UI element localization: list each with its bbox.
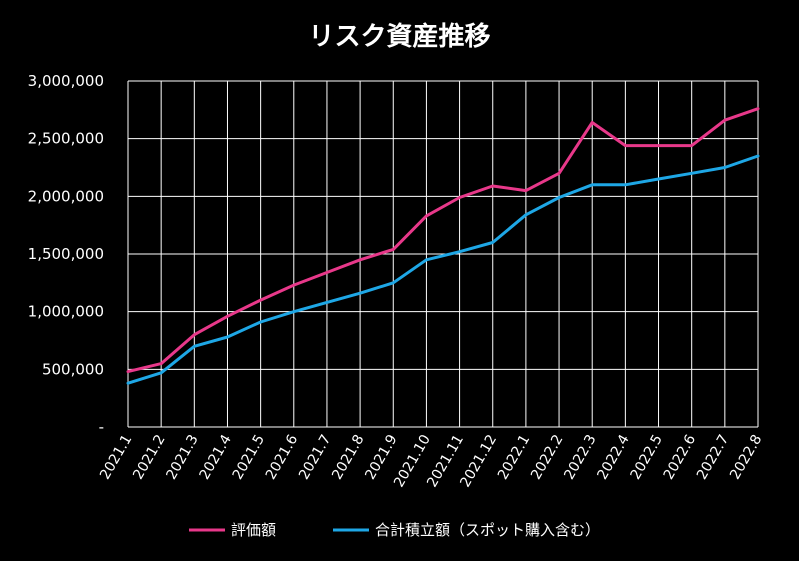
y-axis-ticks: - 500,000 1,000,000 1,500,000 2,000,000 2,500… (28, 72, 104, 436)
series-lines (126, 107, 760, 385)
y-tick-label: 2,000,000 (28, 187, 104, 205)
y-tick-label: 1,000,000 (28, 303, 104, 321)
y-tick-label: 3,000,000 (28, 72, 104, 90)
legend-label: 評価額 (231, 521, 276, 539)
x-tick-label: 2022.8 (727, 432, 765, 482)
series-line (126, 154, 760, 385)
series-line (126, 107, 760, 374)
legend: 評価額 合計積立額（スポット購入含む） (189, 521, 600, 539)
x-axis-ticks: 2021.12021.22021.32021.42021.52021.62021… (97, 432, 765, 490)
chart-title: リスク資産推移 (308, 22, 491, 52)
y-tick-label: 500,000 (42, 360, 104, 378)
y-tick-label: 2,500,000 (28, 130, 104, 148)
y-tick-label: - (99, 418, 104, 436)
y-tick-label: 1,500,000 (28, 245, 104, 263)
grid (127, 80, 759, 428)
legend-label: 合計積立額（スポット購入含む） (375, 521, 600, 539)
